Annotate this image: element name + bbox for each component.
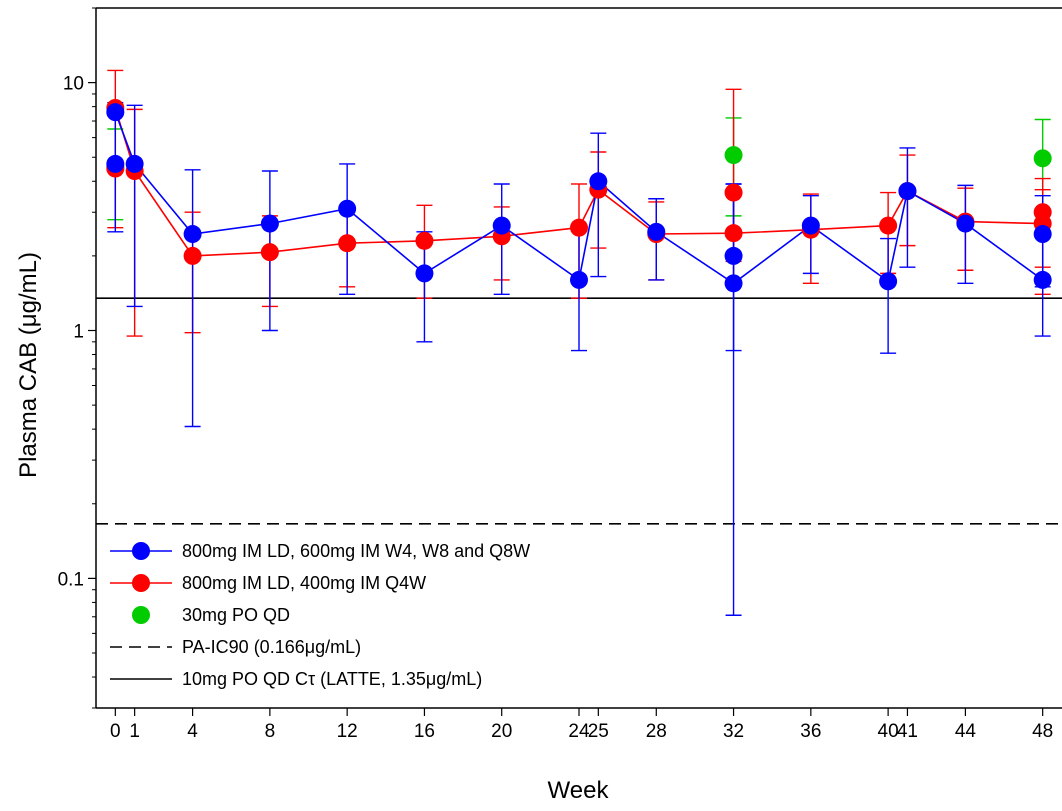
y-tick-label: 0.1 <box>58 569 84 590</box>
legend-marker <box>132 606 150 624</box>
legend-label: PA-IC90 (0.166μg/mL) <box>182 637 361 657</box>
legend-entry-latte: 10mg PO QD Cτ (LATTE, 1.35μg/mL) <box>110 669 482 689</box>
data-point <box>338 199 357 218</box>
legend-label: 10mg PO QD Cτ (LATTE, 1.35μg/mL) <box>182 669 482 689</box>
data-point <box>1033 270 1052 289</box>
series-markers-0 <box>106 103 1052 293</box>
data-point <box>1033 149 1052 168</box>
data-point <box>570 270 588 289</box>
x-tick-label: 25 <box>588 721 609 742</box>
data-point <box>879 216 898 235</box>
x-axis-title: Week <box>548 777 610 804</box>
x-tick-label: 12 <box>337 721 358 742</box>
x-tick-label: 24 <box>568 721 590 742</box>
x-tick-label: 16 <box>414 721 435 742</box>
data-point <box>956 214 975 233</box>
data-point <box>125 154 144 173</box>
data-point <box>106 103 125 122</box>
x-tick-label: 20 <box>491 721 512 742</box>
legend-marker <box>132 574 150 592</box>
x-tick-label: 8 <box>265 721 276 742</box>
x-tick-label: 28 <box>646 721 667 742</box>
series-line-0 <box>114 111 1044 285</box>
y-tick-label: 1 <box>73 322 84 343</box>
series-line-1 <box>114 107 1043 257</box>
legend: 800mg IM LD, 600mg IM W4, W8 and Q8W 800m… <box>110 541 530 689</box>
series-markers-2 <box>106 146 1052 176</box>
legend-entry-q4w: 800mg IM LD, 400mg IM Q4W <box>110 573 426 593</box>
data-point <box>338 234 357 253</box>
data-point <box>570 218 588 237</box>
data-point <box>260 214 279 233</box>
data-point <box>106 154 125 173</box>
series-errorbars-0 <box>107 101 1051 616</box>
x-tick-label: 41 <box>897 721 918 742</box>
data-point <box>183 246 202 265</box>
x-tick-label: 36 <box>800 721 821 742</box>
legend-entry-q8w: 800mg IM LD, 600mg IM W4, W8 and Q8W <box>110 541 530 561</box>
x-tick-label: 32 <box>723 721 744 742</box>
data-point <box>724 224 743 243</box>
data-point <box>1033 225 1052 244</box>
plot-area <box>106 69 1052 616</box>
x-tick-label: 1 <box>129 721 140 742</box>
x-tick-label: 4 <box>187 721 198 742</box>
data-point <box>589 172 608 191</box>
x-tick-label: 0 <box>110 721 121 742</box>
y-axis-title: Plasma CAB (μg/mL) <box>15 252 42 478</box>
x-tick-label: 40 <box>878 721 899 742</box>
data-point <box>879 272 898 291</box>
data-point <box>415 231 434 250</box>
legend-label: 800mg IM LD, 400mg IM Q4W <box>182 573 426 593</box>
data-point <box>724 274 743 293</box>
legend-label: 800mg IM LD, 600mg IM W4, W8 and Q8W <box>182 541 530 561</box>
data-point <box>260 243 279 262</box>
data-point <box>647 222 666 241</box>
data-point <box>801 216 820 235</box>
data-point <box>415 264 434 283</box>
y-tick-label: 10 <box>63 74 84 95</box>
legend-label: 30mg PO QD <box>182 605 290 625</box>
data-point <box>724 246 743 265</box>
data-point <box>724 183 743 202</box>
data-point <box>492 216 511 235</box>
x-tick-label: 48 <box>1032 721 1053 742</box>
data-point <box>183 225 202 244</box>
legend-entry-oral: 30mg PO QD <box>132 605 290 625</box>
data-point <box>898 182 917 201</box>
data-point <box>724 146 743 165</box>
x-tick-label: 44 <box>955 721 977 742</box>
legend-entry-pa-ic90: PA-IC90 (0.166μg/mL) <box>110 637 361 657</box>
legend-marker <box>132 542 150 560</box>
